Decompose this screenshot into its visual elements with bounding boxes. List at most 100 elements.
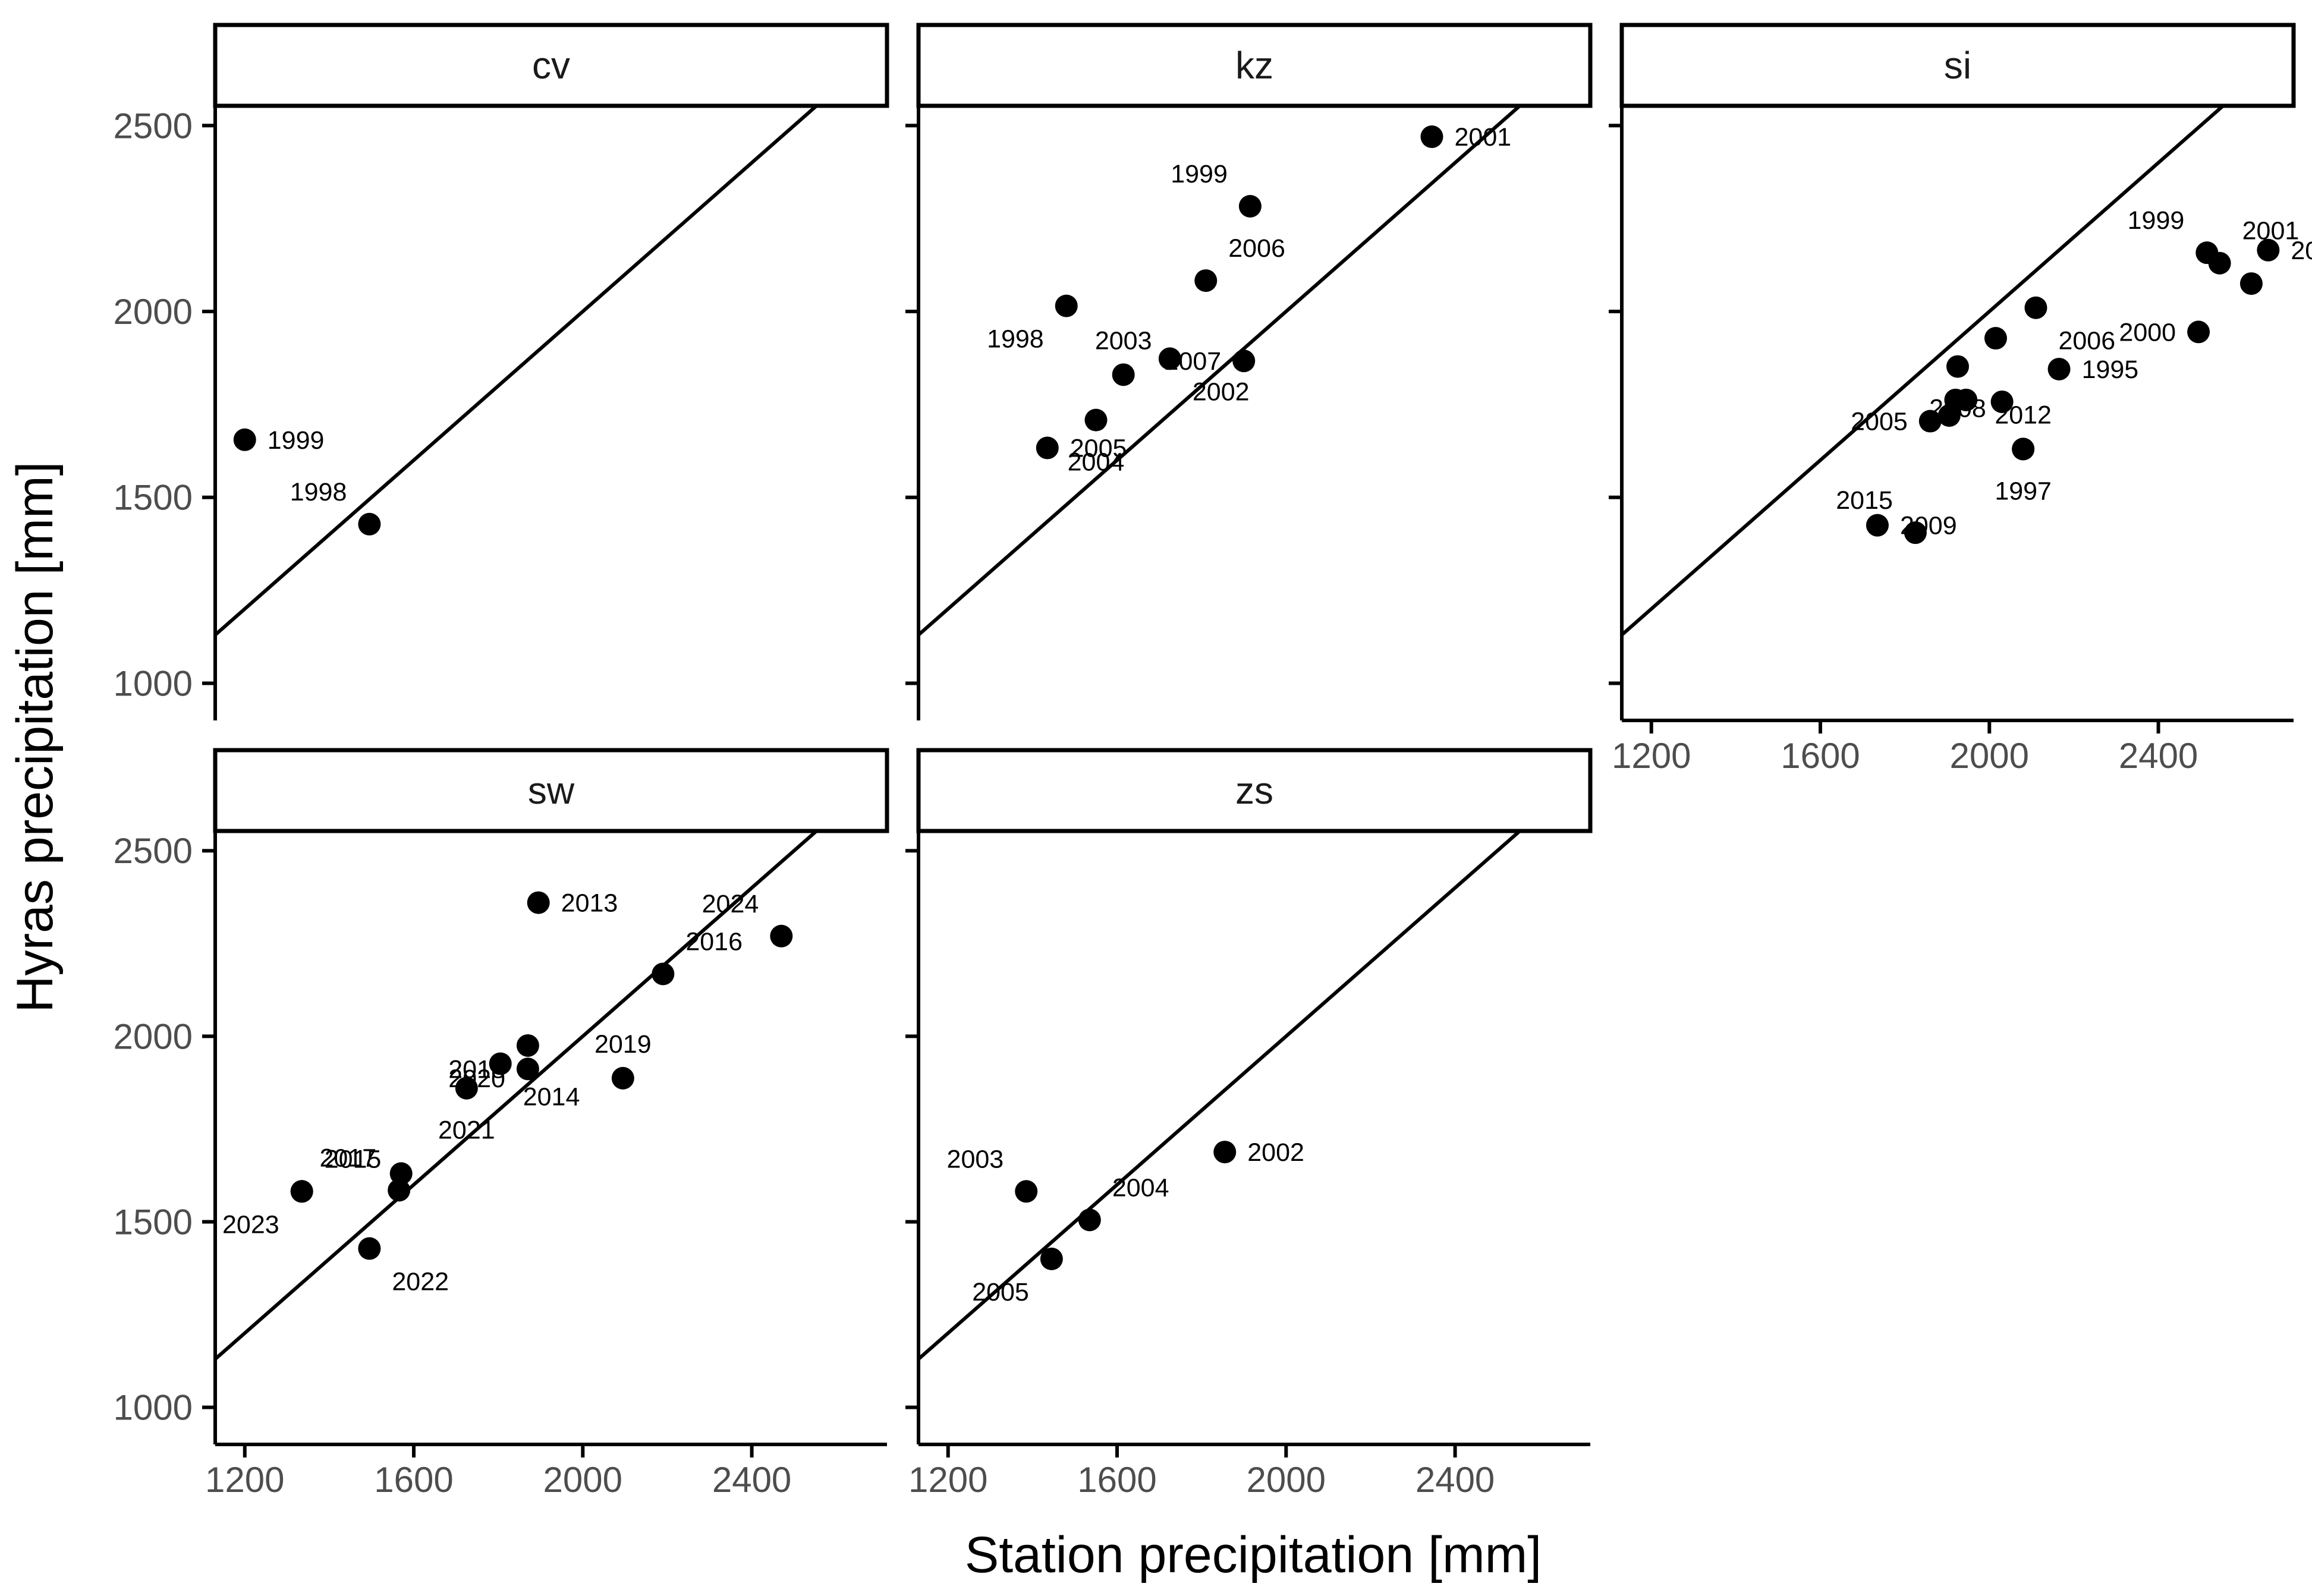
data-point	[1904, 521, 1927, 544]
point-label: 1997	[1995, 477, 2052, 505]
y-tick-label: 2500	[114, 831, 193, 871]
point-label: 1998	[987, 325, 1044, 354]
reference-line	[918, 107, 1521, 637]
reference-line	[215, 107, 818, 637]
panel-sw: sw 1200 1600 2000 2400 1000 1500 2000 2500 2013 20…	[114, 748, 889, 1500]
point-label: 2017	[319, 1144, 376, 1172]
point-label: 2018	[448, 1055, 505, 1084]
x-tick-label: 1200	[908, 1460, 987, 1500]
x-tick-label: 2400	[1415, 1460, 1495, 1500]
data-point	[1084, 408, 1108, 432]
point-label: 2021	[438, 1116, 495, 1145]
panel-strip	[213, 748, 889, 833]
point-label: 2006	[2058, 327, 2115, 355]
y-tick-label: 2500	[114, 106, 193, 146]
panels-layer: cv 1000 1500 2000 2500 1999 1998 kz 2001 1999 2006…	[114, 23, 2312, 1500]
point-label: 2001	[2242, 217, 2300, 245]
point-label: 2016	[685, 927, 743, 956]
point-label: 1995	[2082, 355, 2139, 384]
data-point	[388, 1179, 411, 1202]
panel-strip-label: zs	[1235, 769, 1273, 812]
data-point	[652, 962, 675, 986]
panel-cv: cv 1000 1500 2000 2500 1999 1998	[114, 23, 889, 720]
panel-si: si12001600200024002013199920012006200020…	[1609, 23, 2312, 776]
point-label: 2015	[1836, 486, 1893, 515]
x-tick-label: 1200	[1612, 736, 1691, 776]
data-point	[1918, 410, 1942, 433]
point-label: 2022	[392, 1267, 449, 1296]
data-point	[233, 428, 256, 451]
point-label: 2000	[2119, 318, 2176, 347]
panel-strip-label: kz	[1235, 44, 1273, 87]
y-tick-label: 1500	[114, 478, 193, 518]
x-tick-label: 1600	[1077, 1460, 1156, 1500]
point-label: 2004	[1112, 1173, 1169, 1202]
data-point	[1946, 355, 1969, 378]
panel-strip-label: si	[1944, 44, 1971, 87]
point-label: 2024	[702, 890, 759, 918]
point-label: 2005	[1851, 408, 1908, 436]
data-point	[1232, 350, 1256, 373]
x-tick-label: 2000	[1247, 1460, 1326, 1500]
x-tick-label: 2000	[1950, 736, 2029, 776]
data-point	[1955, 388, 1978, 411]
data-point	[516, 1034, 539, 1057]
y-tick-label: 1000	[114, 663, 193, 703]
data-point	[290, 1180, 313, 1203]
point-label: 2023	[222, 1210, 279, 1239]
point-label: 2007	[1165, 347, 1222, 376]
point-label: 2012	[1995, 401, 2052, 429]
point-label: 2019	[594, 1030, 652, 1059]
data-point	[1194, 269, 1218, 292]
data-point	[2012, 437, 2035, 461]
point-label: 1998	[290, 478, 347, 506]
x-axis-title: Station precipitation [mm]	[965, 1526, 1542, 1584]
point-label: 2003	[947, 1145, 1004, 1173]
point-label: 1999	[2128, 206, 2185, 235]
data-point	[455, 1076, 478, 1100]
y-axis-title: Hyras precipitation [mm]	[7, 461, 64, 1012]
point-label: 2003	[1095, 326, 1152, 355]
panel-strip-label: sw	[528, 769, 575, 812]
data-point	[2208, 251, 2231, 275]
point-label: 2001	[1454, 123, 1511, 152]
point-label: 1999	[1171, 160, 1228, 188]
point-label: 2014	[523, 1083, 580, 1112]
point-label: 2004	[1068, 448, 1125, 477]
data-point	[1036, 436, 1059, 459]
data-point	[489, 1052, 512, 1075]
data-point	[2187, 320, 2210, 344]
data-point	[1420, 125, 1443, 149]
panel-strip	[916, 748, 1593, 833]
data-point	[1213, 1141, 1237, 1164]
data-point	[527, 891, 550, 914]
data-point	[611, 1066, 634, 1090]
point-label: 2005	[1070, 435, 1127, 463]
data-point	[358, 512, 381, 536]
data-point	[1937, 404, 1961, 427]
data-point	[1990, 390, 2014, 413]
panel-strip	[1619, 23, 2296, 108]
x-tick-label: 1200	[205, 1460, 284, 1500]
data-point	[1078, 1208, 1101, 1232]
point-label: 2005	[972, 1278, 1029, 1307]
data-point	[1112, 363, 1135, 386]
data-point	[2257, 238, 2280, 262]
reference-line	[918, 832, 1521, 1361]
x-tick-label: 2400	[2119, 736, 2198, 776]
data-point	[1040, 1247, 1063, 1270]
data-point	[1984, 327, 2007, 350]
panel-strip	[213, 23, 889, 108]
data-point	[358, 1237, 381, 1260]
panel-strip	[916, 23, 1593, 108]
panel-strip-label: cv	[532, 44, 570, 87]
data-point	[770, 924, 793, 947]
data-point	[516, 1057, 539, 1081]
x-tick-label: 1600	[374, 1460, 453, 1500]
data-point	[1015, 1180, 1038, 1203]
reference-line	[1622, 107, 2225, 637]
x-tick-label: 1600	[1781, 736, 1860, 776]
x-tick-label: 2000	[543, 1460, 622, 1500]
